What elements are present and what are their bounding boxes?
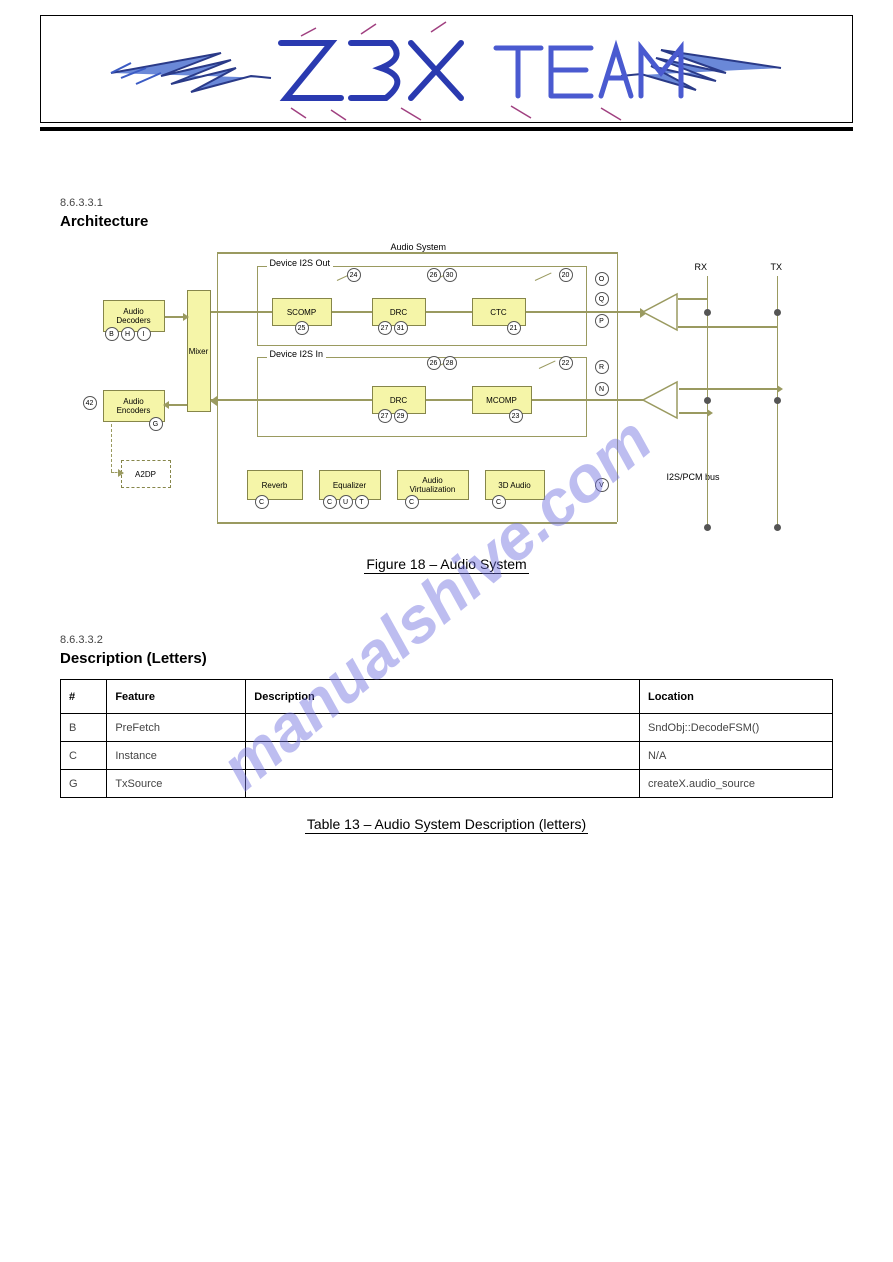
rx-label: RX [695, 262, 708, 272]
tx-mux [643, 378, 679, 422]
circ-26-out: 26 [427, 268, 441, 282]
circ-q: Q [595, 292, 609, 306]
circ-p: P [595, 314, 609, 328]
circ-i: I [137, 327, 151, 341]
circ-eq-u: U [339, 495, 353, 509]
circ-24: 24 [347, 268, 361, 282]
circ-27-out: 27 [378, 321, 392, 335]
figure-18: Audio System Device I2S Out Device I2S I… [60, 242, 833, 574]
block-a2dp: A2DP [121, 460, 171, 488]
block-mixer: Mixer [187, 290, 211, 412]
circ-o: O [595, 272, 609, 286]
header-box [40, 15, 853, 123]
page-content: 8.6.3.3.1 Architecture Audio System Devi… [40, 131, 853, 834]
tx-label: TX [771, 262, 783, 272]
circ-27-in: 27 [378, 409, 392, 423]
rx-demux [643, 290, 679, 334]
circ-g: G [149, 417, 163, 431]
frame-out-label: Device I2S Out [267, 258, 334, 268]
th-description: Description [246, 680, 640, 714]
circ-30: 30 [443, 268, 457, 282]
audio-system-title: Audio System [387, 242, 451, 252]
circ-22: 22 [559, 356, 573, 370]
bus-label: I2S/PCM bus [667, 472, 720, 482]
table-row: C Instance N/A [61, 742, 833, 770]
audio-system-diagram: Audio System Device I2S Out Device I2S I… [97, 242, 797, 542]
logo-z3x-team [101, 18, 791, 122]
section-number-2: 8.6.3.3.2 [60, 634, 833, 646]
th-feature: Feature [107, 680, 246, 714]
section-number-1: 8.6.3.3.1 [60, 197, 833, 209]
circ-20: 20 [559, 268, 573, 282]
block-reverb: Reverb [247, 470, 303, 500]
block-mcomp: MCOMP [472, 386, 532, 414]
frame-in-label: Device I2S In [267, 349, 327, 359]
circ-n: N [595, 382, 609, 396]
table-row: G TxSource createX.audio_source [61, 770, 833, 798]
circ-eq-t: T [355, 495, 369, 509]
th-location: Location [639, 680, 832, 714]
circ-3d-c: C [492, 495, 506, 509]
circ-26-in: 26 [427, 356, 441, 370]
figure-18-caption: Figure 18 – Audio System [364, 552, 528, 574]
circ-42: 42 [83, 396, 97, 410]
block-3d: 3D Audio [485, 470, 545, 500]
circ-av-c: C [405, 495, 419, 509]
circ-29: 29 [394, 409, 408, 423]
circ-b: B [105, 327, 119, 341]
circ-rev-c: C [255, 495, 269, 509]
circ-31: 31 [394, 321, 408, 335]
circ-23: 23 [509, 409, 523, 423]
circ-r: R [595, 360, 609, 374]
section-title-1: Architecture [60, 213, 833, 230]
table-header-row: # Feature Description Location [61, 680, 833, 714]
section-title-2: Description (Letters) [60, 650, 833, 667]
circ-28: 28 [443, 356, 457, 370]
table-13-caption: Table 13 – Audio System Description (let… [305, 812, 588, 834]
th-idx: # [61, 680, 107, 714]
circ-21: 21 [507, 321, 521, 335]
circ-h: H [121, 327, 135, 341]
table-row: B PreFetch SndObj::DecodeFSM() [61, 714, 833, 742]
circ-25: 25 [295, 321, 309, 335]
circ-eq-c: C [323, 495, 337, 509]
table-13: # Feature Description Location B PreFetc… [60, 679, 833, 798]
circ-v: V [595, 478, 609, 492]
